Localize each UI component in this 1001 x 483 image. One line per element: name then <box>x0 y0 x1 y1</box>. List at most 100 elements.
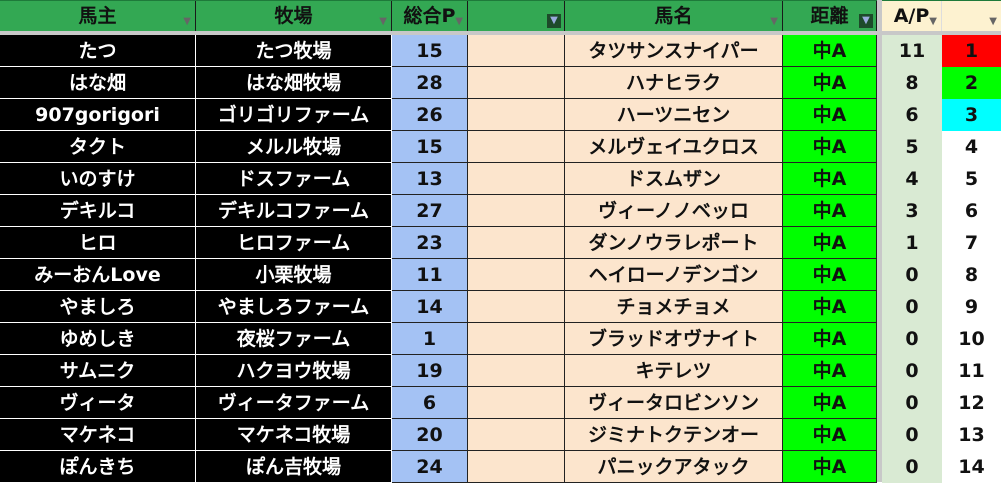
cell-horse[interactable]: キテレツ <box>565 355 783 387</box>
cell-distance[interactable]: 中A <box>783 131 877 163</box>
cell-rank[interactable]: 13 <box>942 419 1001 451</box>
cell-rank[interactable]: 10 <box>942 323 1001 355</box>
header-ap[interactable]: A/P ▼ <box>882 1 942 31</box>
cell-horse[interactable]: ヘイローノデンゴン <box>565 259 783 291</box>
cell-owner[interactable]: みーおんLove <box>0 259 196 291</box>
cell-rank[interactable]: 9 <box>942 291 1001 323</box>
cell-blank[interactable] <box>468 419 565 451</box>
cell-distance[interactable]: 中A <box>783 227 877 259</box>
header-distance[interactable]: 距離 ▼ <box>783 1 877 31</box>
filter-icon[interactable]: ▼ <box>379 16 387 27</box>
header-horse[interactable]: 馬名 ▼ <box>565 1 783 31</box>
cell-owner[interactable]: はな畑 <box>0 67 196 99</box>
cell-farm[interactable]: ドスファーム <box>196 163 392 195</box>
cell-rank[interactable]: 2 <box>942 67 1001 99</box>
cell-owner[interactable]: ぽんきち <box>0 451 196 483</box>
cell-blank[interactable] <box>468 451 565 483</box>
cell-distance[interactable]: 中A <box>783 291 877 323</box>
cell-farm[interactable]: ゴリゴリファーム <box>196 99 392 131</box>
cell-farm[interactable]: マケネコ牧場 <box>196 419 392 451</box>
cell-ap[interactable]: 0 <box>882 451 942 483</box>
cell-farm[interactable]: ヴィータファーム <box>196 387 392 419</box>
cell-ap[interactable]: 0 <box>882 323 942 355</box>
cell-owner[interactable]: サムニク <box>0 355 196 387</box>
cell-horse[interactable]: ダンノウラレポート <box>565 227 783 259</box>
cell-owner[interactable]: ヒロ <box>0 227 196 259</box>
cell-distance[interactable]: 中A <box>783 323 877 355</box>
cell-distance[interactable]: 中A <box>783 387 877 419</box>
cell-horse[interactable]: タツサンスナイパー <box>565 35 783 67</box>
cell-distance[interactable]: 中A <box>783 355 877 387</box>
cell-horse[interactable]: ブラッドオヴナイト <box>565 323 783 355</box>
cell-horse[interactable]: ジミナトクテンオー <box>565 419 783 451</box>
cell-owner[interactable]: タクト <box>0 131 196 163</box>
cell-horse[interactable]: ハナヒラク <box>565 67 783 99</box>
filter-icon[interactable]: ▼ <box>929 16 937 27</box>
cell-owner[interactable]: いのすけ <box>0 163 196 195</box>
cell-total[interactable]: 15 <box>392 35 468 67</box>
cell-total[interactable]: 15 <box>392 131 468 163</box>
cell-horse[interactable]: メルヴェイユクロス <box>565 131 783 163</box>
cell-ap[interactable]: 8 <box>882 67 942 99</box>
cell-distance[interactable]: 中A <box>783 195 877 227</box>
cell-blank[interactable] <box>468 131 565 163</box>
cell-total[interactable]: 13 <box>392 163 468 195</box>
cell-owner[interactable]: ヴィータ <box>0 387 196 419</box>
header-total[interactable]: 総合P ▼ <box>392 1 468 31</box>
cell-ap[interactable]: 4 <box>882 163 942 195</box>
cell-blank[interactable] <box>468 35 565 67</box>
cell-farm[interactable]: デキルコファーム <box>196 195 392 227</box>
cell-ap[interactable]: 6 <box>882 99 942 131</box>
header-blank[interactable]: ▼ <box>468 1 565 31</box>
cell-total[interactable]: 6 <box>392 387 468 419</box>
cell-horse[interactable]: ヴィータロビンソン <box>565 387 783 419</box>
cell-horse[interactable]: ドスムザン <box>565 163 783 195</box>
cell-blank[interactable] <box>468 355 565 387</box>
cell-blank[interactable] <box>468 163 565 195</box>
cell-blank[interactable] <box>468 195 565 227</box>
header-rank[interactable]: ▼ <box>942 1 1001 31</box>
cell-owner[interactable]: ゆめしき <box>0 323 196 355</box>
cell-distance[interactable]: 中A <box>783 451 877 483</box>
cell-horse[interactable]: ハーツニセン <box>565 99 783 131</box>
cell-blank[interactable] <box>468 323 565 355</box>
cell-blank[interactable] <box>468 291 565 323</box>
cell-ap[interactable]: 1 <box>882 227 942 259</box>
cell-owner[interactable]: やましろ <box>0 291 196 323</box>
cell-ap[interactable]: 0 <box>882 259 942 291</box>
filter-icon[interactable]: ▼ <box>989 16 997 27</box>
cell-ap[interactable]: 0 <box>882 291 942 323</box>
header-farm[interactable]: 牧場 ▼ <box>196 1 392 31</box>
cell-blank[interactable] <box>468 227 565 259</box>
cell-distance[interactable]: 中A <box>783 163 877 195</box>
cell-farm[interactable]: やましろファーム <box>196 291 392 323</box>
filter-active-icon[interactable]: ▼ <box>859 14 873 28</box>
cell-rank[interactable]: 4 <box>942 131 1001 163</box>
cell-rank[interactable]: 3 <box>942 99 1001 131</box>
cell-total[interactable]: 28 <box>392 67 468 99</box>
cell-owner[interactable]: デキルコ <box>0 195 196 227</box>
cell-horse[interactable]: パニックアタック <box>565 451 783 483</box>
cell-rank[interactable]: 7 <box>942 227 1001 259</box>
cell-distance[interactable]: 中A <box>783 99 877 131</box>
cell-farm[interactable]: ヒロファーム <box>196 227 392 259</box>
cell-total[interactable]: 19 <box>392 355 468 387</box>
cell-total[interactable]: 24 <box>392 451 468 483</box>
cell-total[interactable]: 11 <box>392 259 468 291</box>
cell-farm[interactable]: 小栗牧場 <box>196 259 392 291</box>
cell-ap[interactable]: 5 <box>882 131 942 163</box>
cell-blank[interactable] <box>468 67 565 99</box>
cell-owner[interactable]: マケネコ <box>0 419 196 451</box>
cell-rank[interactable]: 12 <box>942 387 1001 419</box>
header-owner[interactable]: 馬主 ▼ <box>0 1 196 31</box>
cell-blank[interactable] <box>468 387 565 419</box>
cell-rank[interactable]: 1 <box>942 35 1001 67</box>
filter-active-icon[interactable]: ▼ <box>547 14 561 28</box>
cell-ap[interactable]: 0 <box>882 387 942 419</box>
filter-icon[interactable]: ▼ <box>770 16 778 27</box>
cell-ap[interactable]: 11 <box>882 35 942 67</box>
cell-farm[interactable]: はな畑牧場 <box>196 67 392 99</box>
cell-rank[interactable]: 6 <box>942 195 1001 227</box>
cell-total[interactable]: 20 <box>392 419 468 451</box>
cell-farm[interactable]: たつ牧場 <box>196 35 392 67</box>
